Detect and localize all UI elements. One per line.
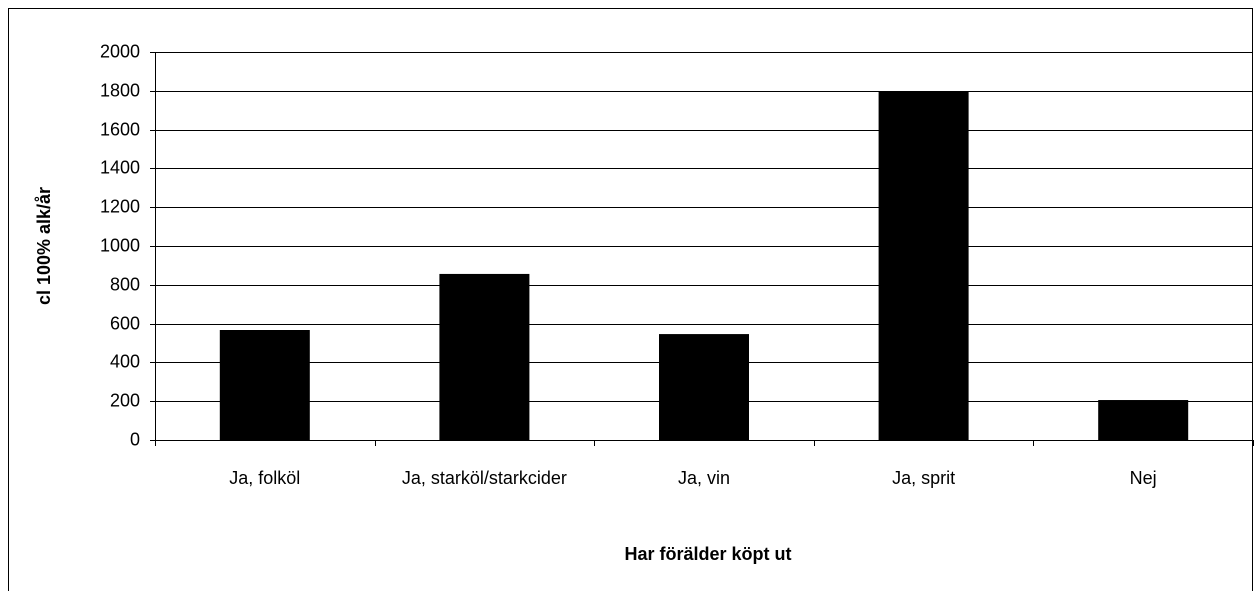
y-tick-label: 600 [110, 313, 140, 333]
bar [659, 334, 749, 440]
y-tick-label: 1800 [100, 80, 140, 100]
y-tick-label: 2000 [100, 41, 140, 61]
chart-frame [8, 8, 1253, 591]
y-tick-label: 1600 [100, 119, 140, 139]
y-tick-label: 400 [110, 351, 140, 371]
bar [219, 330, 310, 440]
y-tick-label: 0 [130, 429, 140, 449]
x-tick-label: Ja, folköl [229, 468, 301, 488]
y-tick-label: 800 [110, 274, 140, 294]
y-tick-label: 1000 [100, 235, 140, 255]
y-tick-label: 1200 [100, 196, 140, 216]
x-tick-label: Ja, starköl/starkcider [401, 468, 567, 488]
x-axis-title: Har förälder köpt ut [624, 544, 791, 564]
bar [439, 273, 530, 440]
x-tick-label: Nej [1129, 468, 1157, 488]
y-axis-title: cl 100% alk/år [34, 187, 54, 305]
x-tick-label: Ja, sprit [892, 468, 956, 488]
bar [878, 91, 969, 441]
y-tick-label: 200 [110, 390, 140, 410]
bar [1098, 400, 1189, 440]
y-tick-label: 1400 [100, 157, 140, 177]
x-tick-label: Ja, vin [677, 468, 731, 488]
